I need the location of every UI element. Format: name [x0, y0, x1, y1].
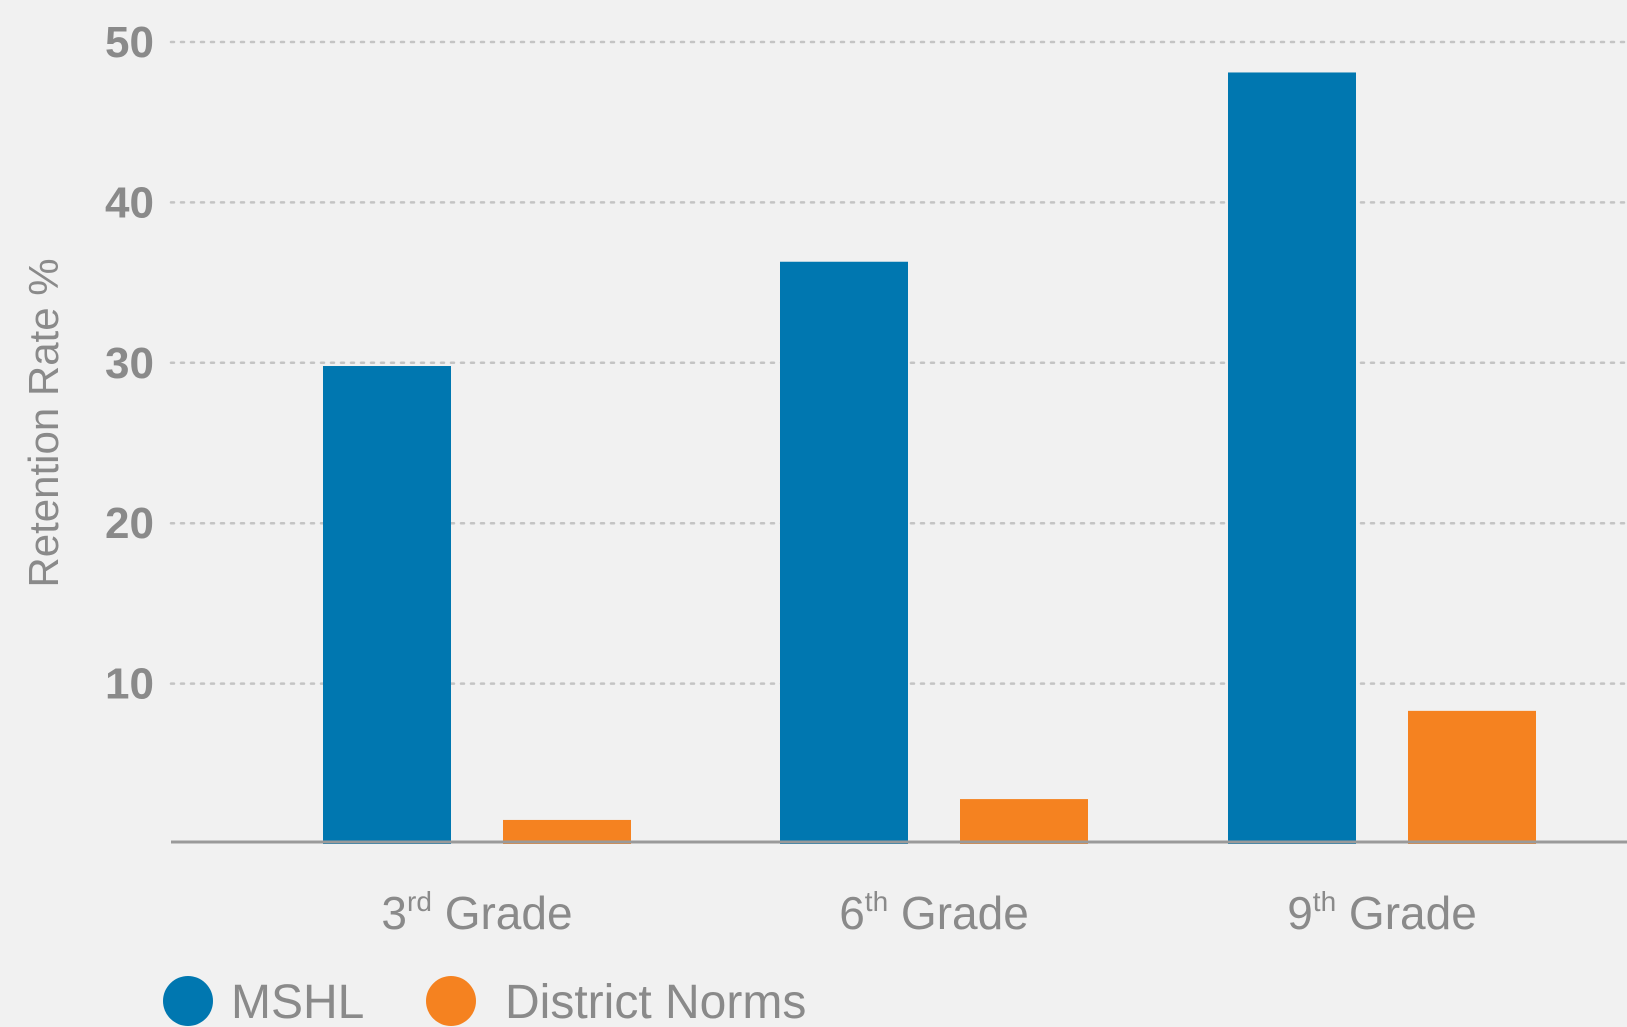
- bar-mshl: [780, 261, 908, 844]
- y-tick-label: 20: [105, 499, 154, 548]
- legend-label: MSHL: [231, 976, 364, 1027]
- y-tick-label: 40: [105, 178, 154, 227]
- y-tick-label: 50: [105, 18, 154, 67]
- y-tick-label: 30: [105, 339, 154, 388]
- bar-district-norms: [1408, 710, 1536, 844]
- x-category-label: 9th Grade: [1287, 886, 1477, 939]
- category-number: 9: [1287, 887, 1313, 939]
- category-word: Grade: [432, 887, 573, 939]
- legend-swatch: [426, 976, 476, 1026]
- category-ordinal-suffix: rd: [407, 886, 432, 917]
- legend: MSHL District Norms: [163, 976, 806, 1027]
- bar-mshl: [323, 366, 451, 844]
- bars: [323, 72, 1536, 844]
- y-axis-title: Retention Rate %: [20, 258, 67, 587]
- bar-mshl: [1228, 72, 1356, 844]
- y-axis-ticks: 10 20 30 40 50: [105, 18, 154, 709]
- legend-label: District Norms: [505, 976, 806, 1027]
- bar-district-norms: [503, 819, 631, 844]
- category-word: Grade: [888, 887, 1029, 939]
- x-category-label: 6th Grade: [839, 886, 1029, 939]
- x-axis-categories: 3rd Grade 6th Grade 9th Grade: [381, 886, 1476, 939]
- category-ordinal-suffix: th: [865, 886, 888, 917]
- category-word: Grade: [1336, 887, 1477, 939]
- legend-swatch: [163, 976, 213, 1026]
- category-number: 6: [839, 887, 865, 939]
- bar-district-norms: [960, 799, 1088, 844]
- y-tick-label: 10: [105, 660, 154, 709]
- x-category-label: 3rd Grade: [381, 886, 572, 939]
- category-ordinal-suffix: th: [1313, 886, 1336, 917]
- category-number: 3: [381, 887, 407, 939]
